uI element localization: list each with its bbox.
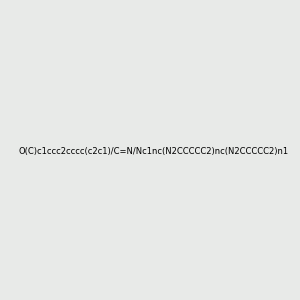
Text: O(C)c1ccc2cccc(c2c1)/C=N/Nc1nc(N2CCCCC2)nc(N2CCCCC2)n1: O(C)c1ccc2cccc(c2c1)/C=N/Nc1nc(N2CCCCC2)…	[19, 147, 289, 156]
